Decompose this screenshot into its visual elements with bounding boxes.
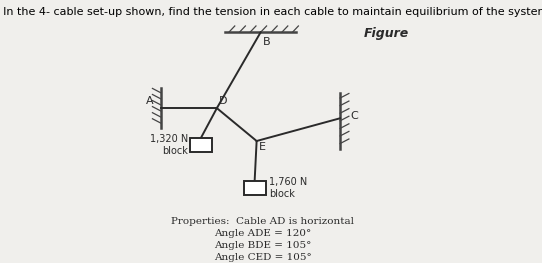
Text: Angle CED = 105°: Angle CED = 105° — [214, 253, 312, 262]
Text: Figure: Figure — [363, 27, 409, 40]
Text: D: D — [218, 95, 227, 105]
Text: Angle BDE = 105°: Angle BDE = 105° — [214, 241, 311, 250]
Text: Angle ADE = 120°: Angle ADE = 120° — [214, 229, 311, 238]
Text: A: A — [145, 95, 153, 105]
Text: C: C — [350, 111, 358, 121]
Text: 1,320 N
block: 1,320 N block — [150, 134, 188, 156]
Bar — [190, 138, 212, 152]
Text: Properties:  Cable AD is horizontal: Properties: Cable AD is horizontal — [171, 217, 354, 226]
Text: E: E — [259, 142, 266, 152]
Bar — [244, 181, 266, 195]
Text: B: B — [263, 37, 270, 47]
Text: 3. In the 4- cable set-up shown, find the tension in each cable to maintain equi: 3. In the 4- cable set-up shown, find th… — [0, 7, 542, 17]
Text: 1,760 N
block: 1,760 N block — [269, 177, 307, 199]
